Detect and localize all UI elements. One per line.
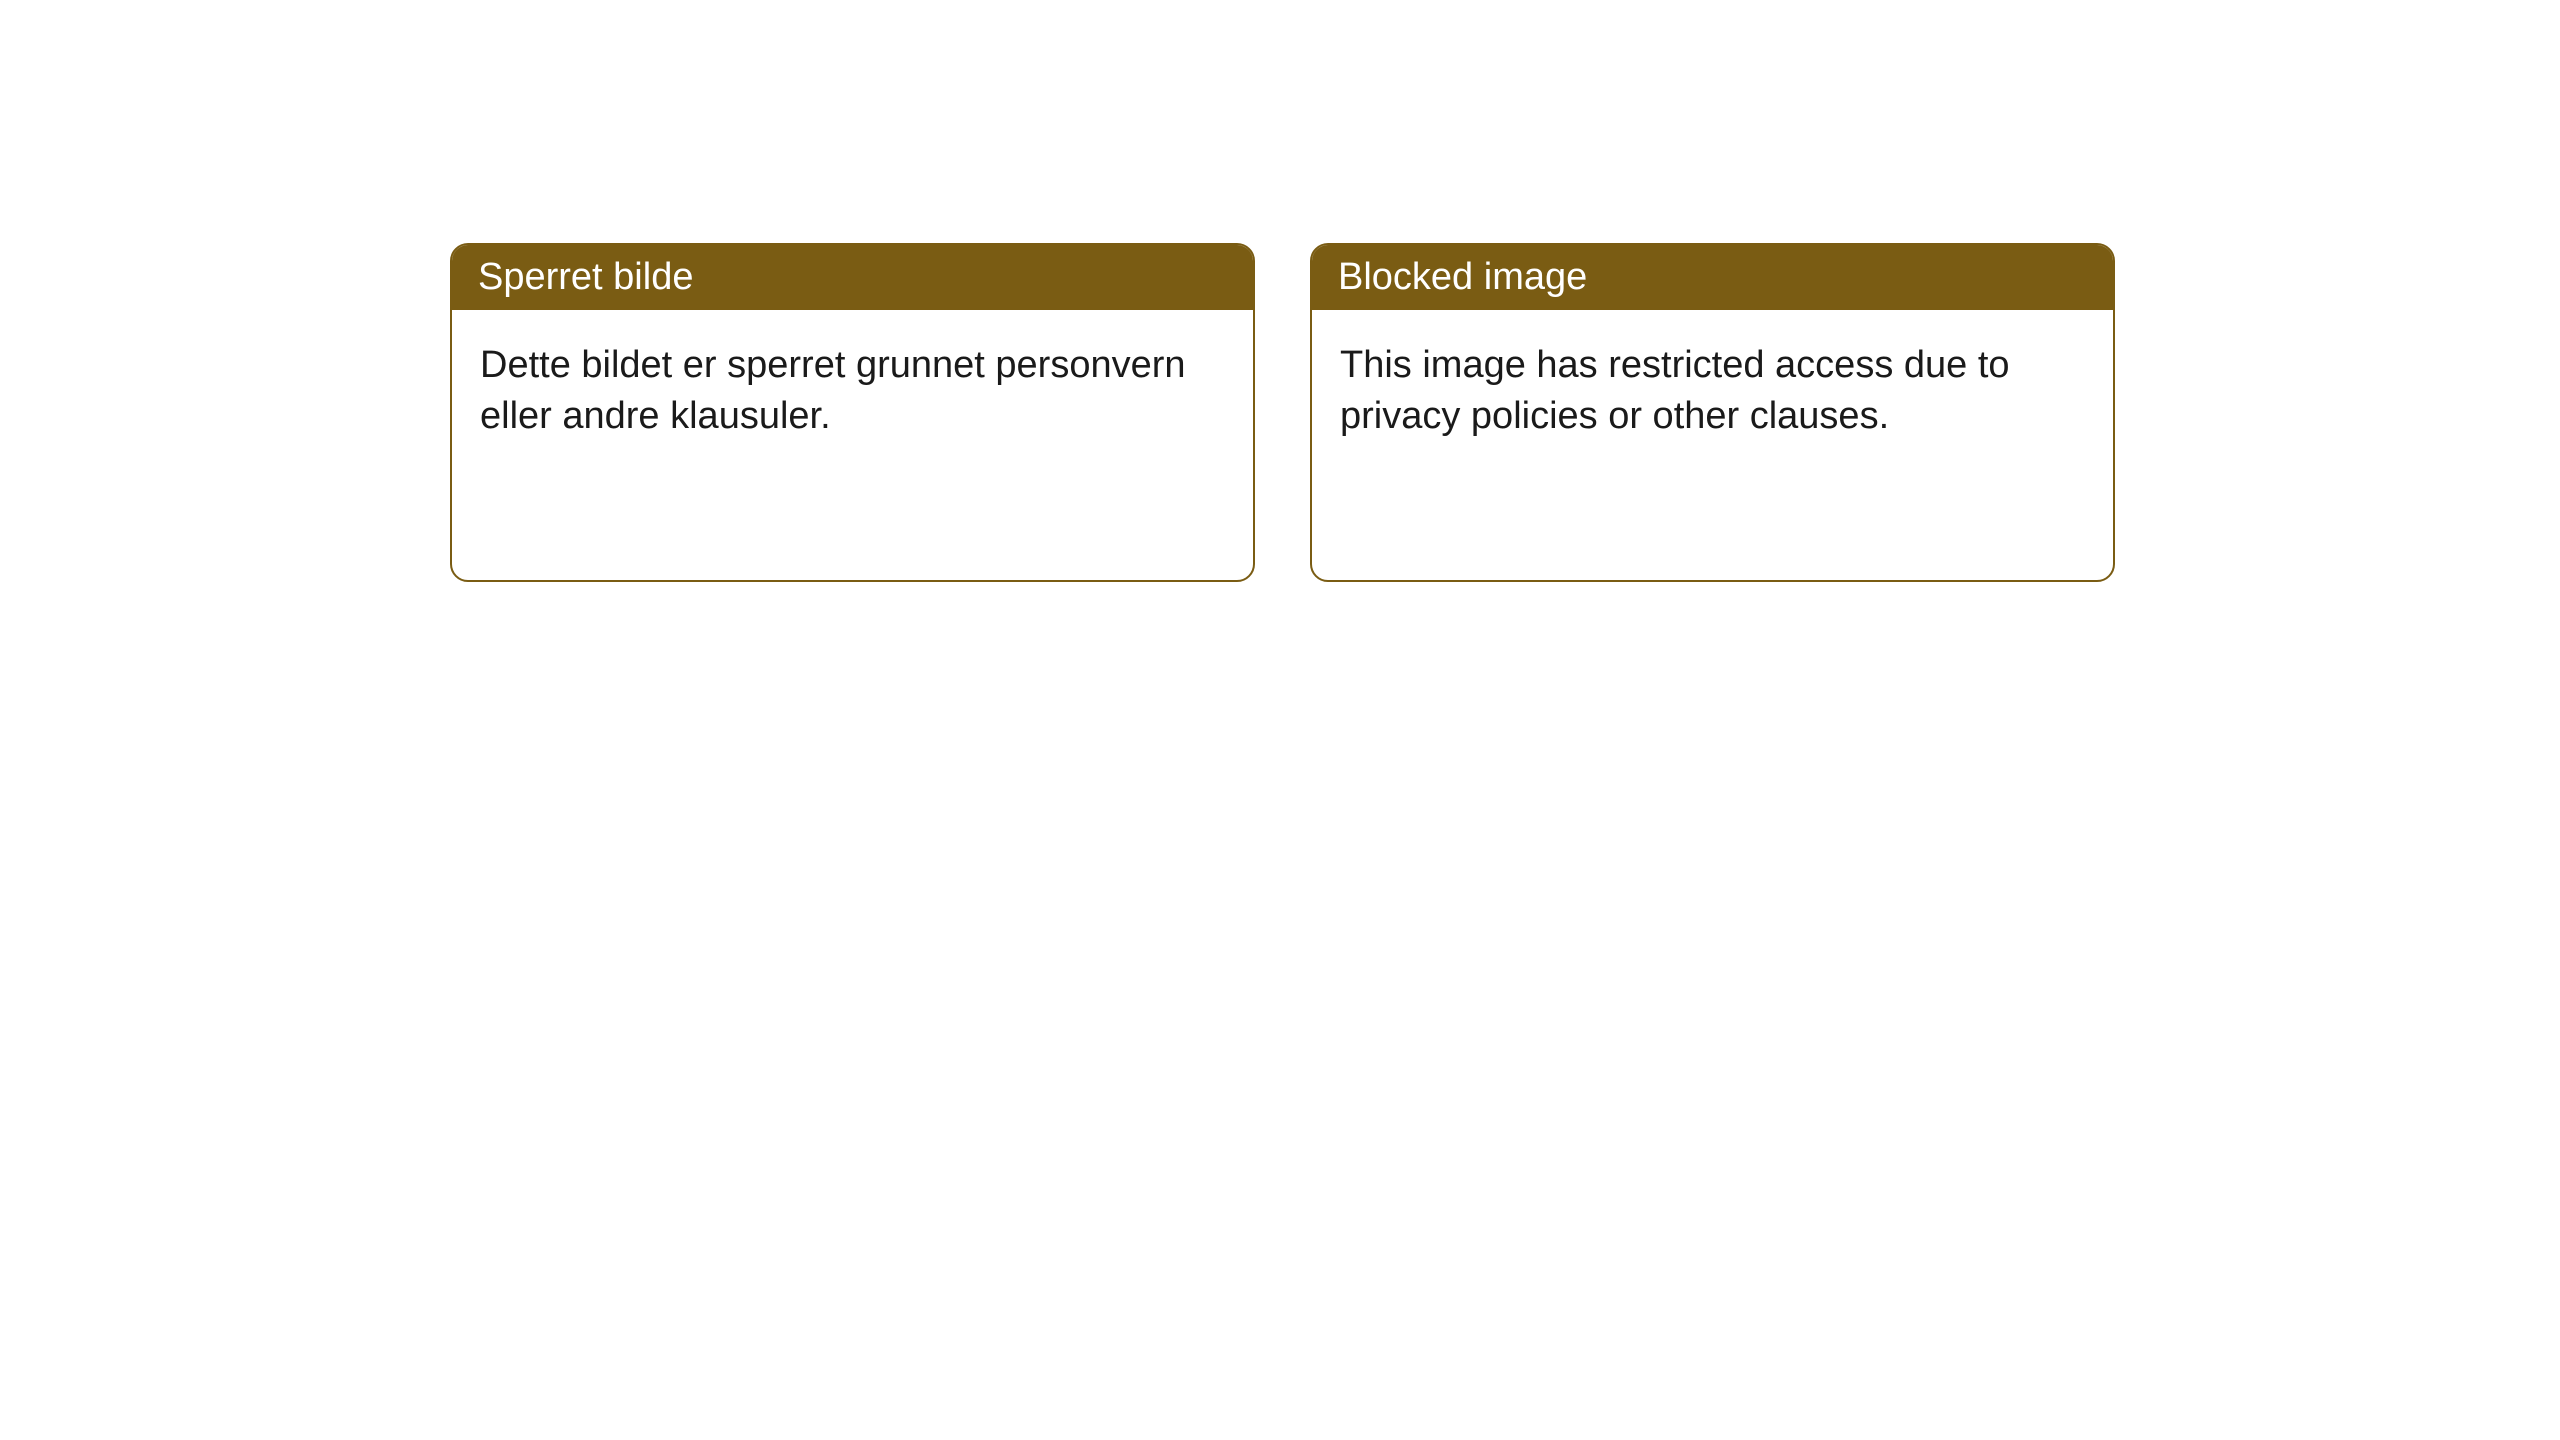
card-body: Dette bildet er sperret grunnet personve…: [452, 310, 1253, 473]
card-title: Blocked image: [1338, 256, 1587, 298]
card-header: Blocked image: [1312, 245, 2113, 310]
card-body-text: This image has restricted access due to …: [1340, 344, 2010, 437]
card-body-text: Dette bildet er sperret grunnet personve…: [480, 344, 1186, 437]
card-body: This image has restricted access due to …: [1312, 310, 2113, 473]
blocked-image-card-no: Sperret bilde Dette bildet er sperret gr…: [450, 243, 1255, 582]
cards-container: Sperret bilde Dette bildet er sperret gr…: [0, 0, 2560, 582]
card-title: Sperret bilde: [478, 256, 693, 298]
card-header: Sperret bilde: [452, 245, 1253, 310]
blocked-image-card-en: Blocked image This image has restricted …: [1310, 243, 2115, 582]
